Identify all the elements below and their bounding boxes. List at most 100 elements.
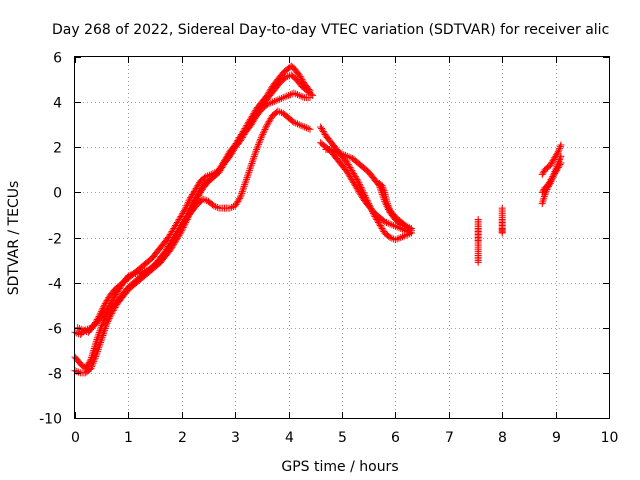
data-point [375, 220, 383, 228]
data-point [197, 187, 205, 195]
data-point [221, 159, 229, 167]
data-point [244, 170, 252, 178]
data-point [395, 234, 403, 242]
data-point [209, 170, 217, 178]
data-point [554, 148, 562, 156]
data-point [319, 127, 327, 135]
data-point [282, 73, 290, 81]
data-point [97, 325, 105, 333]
x-tick-label: 3 [231, 430, 240, 446]
data-point [317, 123, 325, 131]
data-point [189, 189, 197, 197]
data-point [259, 130, 267, 138]
data-point [373, 215, 381, 223]
data-point [336, 149, 344, 157]
data-point [180, 208, 188, 216]
series-trace-c [71, 107, 314, 372]
data-point [227, 149, 235, 157]
data-point [179, 209, 187, 217]
data-point [378, 182, 386, 190]
data-point [170, 224, 178, 232]
data-point [302, 124, 310, 132]
data-point [359, 187, 367, 195]
data-point [538, 200, 546, 208]
data-point [340, 151, 348, 159]
axis-ticks: 0 1 2 3 4 5 6 7 8 9 10 -10 -8 -6 -4 -2 0 2 4 6 [39, 51, 618, 447]
data-point [243, 174, 251, 182]
data-point [171, 223, 179, 231]
data-point [245, 168, 253, 176]
data-point [548, 174, 556, 182]
data-point [253, 109, 261, 117]
data-point [187, 194, 195, 202]
data-point [230, 142, 238, 150]
data-point [184, 198, 192, 206]
data-point [236, 194, 244, 202]
data-point [180, 206, 188, 214]
data-point [164, 245, 172, 253]
data-point [250, 114, 258, 122]
data-point [178, 222, 186, 230]
data-point [386, 234, 394, 241]
data-point [254, 142, 262, 150]
data-point [371, 212, 379, 220]
data-point [292, 119, 300, 127]
data-point [173, 230, 181, 238]
data-point [318, 124, 326, 132]
y-tick-label: 6 [53, 51, 62, 67]
data-point [169, 237, 177, 245]
data-point [553, 165, 561, 173]
data-point [77, 325, 85, 333]
data-point [352, 174, 360, 182]
data-point [539, 198, 547, 206]
data-point [172, 231, 180, 239]
data-point [97, 309, 105, 317]
data-point [267, 115, 275, 123]
data-point [182, 203, 190, 211]
data-point [240, 184, 248, 192]
data-point [95, 342, 103, 350]
data-point [97, 337, 105, 345]
data-point [231, 202, 239, 210]
y-tick-label: -8 [48, 367, 62, 383]
y-tick-label: 2 [53, 141, 62, 157]
data-point [309, 91, 317, 99]
data-point [82, 364, 90, 372]
data-point [363, 196, 371, 204]
data-point [100, 317, 108, 325]
data-points [71, 62, 565, 377]
y-tick-label: 4 [53, 96, 62, 112]
data-point [552, 151, 560, 159]
data-point [225, 152, 233, 160]
data-point [75, 368, 83, 376]
data-point [274, 107, 282, 115]
data-point [91, 320, 99, 328]
data-point [399, 233, 407, 241]
data-point [199, 195, 207, 203]
data-point [547, 176, 555, 184]
data-point [549, 173, 557, 181]
data-point [299, 93, 307, 101]
data-point [162, 249, 170, 257]
data-point [540, 192, 548, 200]
data-point [556, 154, 564, 162]
data-point [93, 336, 101, 344]
data-point [279, 94, 287, 102]
data-point [101, 325, 109, 333]
data-point [247, 118, 255, 126]
data-point [276, 95, 284, 103]
data-point [376, 221, 384, 229]
data-point [192, 185, 200, 193]
data-point [90, 345, 98, 353]
data-point [179, 221, 187, 229]
data-point [98, 321, 106, 329]
data-point [238, 188, 246, 196]
data-point [172, 221, 180, 229]
data-point [95, 329, 103, 337]
data-point [554, 164, 562, 172]
data-point [277, 109, 285, 117]
y-tick-label: -6 [48, 322, 62, 338]
data-point [241, 179, 249, 187]
data-point [102, 312, 110, 320]
data-point [343, 152, 351, 160]
